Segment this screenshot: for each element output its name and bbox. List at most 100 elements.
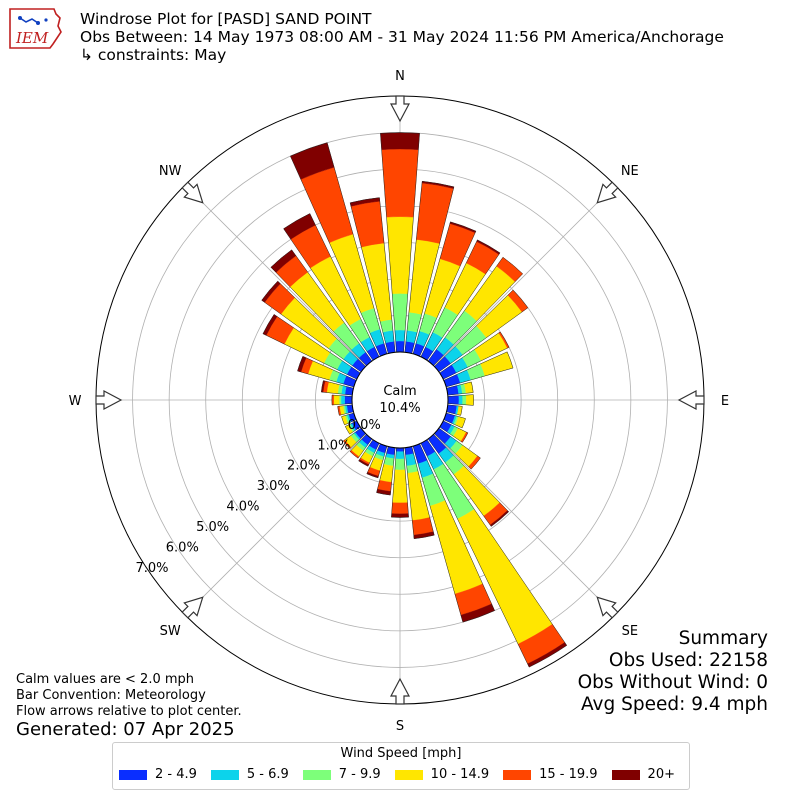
wind-bar-segment	[380, 132, 420, 150]
legend-label: 7 - 9.9	[338, 767, 381, 782]
radial-tick-labels: 0.0% 1.0% 2.0% 3.0% 4.0% 5.0% 6.0% 7.0%	[135, 418, 380, 576]
legend-label: 10 - 14.9	[430, 767, 490, 782]
legend-title: Wind Speed [mph]	[340, 746, 462, 761]
chart-title: Windrose Plot for [PASD] SAND POINT	[80, 10, 372, 28]
compass-arrows: N NE E SE S SW W NW	[69, 69, 730, 734]
compass-arrow-shape	[677, 390, 705, 410]
summary-block: Summary Obs Used: 22158 Obs Without Wind…	[578, 628, 768, 716]
legend-swatch	[302, 769, 331, 780]
legend-item: 5 - 6.9	[210, 767, 289, 782]
grid-spoke	[184, 184, 367, 367]
grid-spoke	[184, 433, 367, 616]
compass-arrow	[390, 677, 410, 705]
compass-arrow	[181, 596, 204, 619]
compass-arrow-shape	[95, 390, 123, 410]
calm-label: Calm	[383, 384, 416, 399]
wind-bar-segment	[391, 502, 409, 514]
legend-item: 15 - 19.9	[503, 767, 598, 782]
radial-tick-label: 5.0%	[196, 520, 229, 535]
wind-bar-segment	[462, 394, 467, 406]
wind-bar-segment	[326, 381, 340, 394]
legend-item: 2 - 4.9	[119, 767, 197, 782]
wind-bar-segment	[394, 458, 406, 471]
wind-bar-segment	[382, 330, 395, 344]
radial-tick-label: 1.0%	[317, 438, 350, 453]
generated-date: Generated: 07 Apr 2025	[16, 719, 235, 740]
compass-arrow	[677, 390, 705, 410]
radial-tick-label: 4.0%	[226, 500, 259, 515]
compass-arrow-shape	[596, 181, 619, 204]
iem-logo: IEM	[9, 8, 62, 49]
radial-tick-label: 0.0%	[348, 418, 381, 433]
convention-note: Bar Convention: Meteorology	[16, 688, 206, 703]
wind-bar-segment	[394, 329, 406, 342]
logo-text: IEM	[15, 29, 49, 47]
legend-swatch	[503, 769, 532, 780]
calm-value: 10.4%	[379, 401, 420, 416]
compass-label: NE	[621, 164, 639, 179]
legend-swatch	[394, 769, 423, 780]
grid-spoke	[433, 433, 616, 616]
wind-bar-segment	[465, 394, 474, 406]
summary-title: Summary	[678, 628, 768, 649]
compass-arrow	[596, 596, 619, 619]
wind-bar-segment	[340, 395, 345, 405]
wind-bar-segment	[395, 340, 405, 353]
wind-bar-segment	[344, 395, 353, 405]
flow-note: Flow arrows relative to plot center.	[16, 704, 242, 719]
wind-bar-segment	[391, 513, 409, 518]
compass-arrow-shape	[181, 596, 204, 619]
radial-tick-label: 6.0%	[166, 541, 199, 556]
legend-label: 5 - 6.9	[246, 767, 289, 782]
constraints-text: ↳ constraints: May	[80, 46, 227, 64]
wind-bar-segment	[379, 319, 394, 333]
wind-bar-segment	[458, 395, 463, 405]
compass-label: E	[721, 394, 729, 409]
compass-arrow-shape	[181, 181, 204, 204]
compass-arrow	[390, 95, 410, 123]
legend: Wind Speed [mph] 2 - 4.9 5 - 6.9 7 - 9.9 10…	[112, 742, 690, 790]
wind-bar-segment	[405, 330, 418, 344]
wind-bar-segment	[350, 201, 385, 248]
compass-arrow-shape	[596, 596, 619, 619]
compass-label: NW	[159, 164, 182, 179]
wind-bar-segment	[395, 451, 405, 460]
compass-label: SE	[622, 624, 638, 639]
legend-swatch	[119, 769, 147, 780]
radial-tick-label: 2.0%	[287, 459, 320, 474]
wind-bar-segment	[447, 395, 460, 405]
legend-items: 2 - 4.9 5 - 6.9 7 - 9.9 10 - 14.9 15 - 19.9 2…	[119, 767, 689, 782]
wind-bar-segment	[446, 385, 459, 396]
avg-speed: Avg Speed: 9.4 mph	[580, 694, 768, 715]
legend-swatch	[611, 769, 640, 780]
wind-bar-segment	[333, 394, 340, 406]
wind-bar-segment	[339, 395, 342, 405]
obs-without-wind: Obs Without Wind: 0	[577, 672, 768, 693]
radial-tick-label: 7.0%	[135, 561, 168, 576]
legend-label: 15 - 19.9	[539, 767, 598, 782]
calm-circle	[351, 351, 449, 449]
wind-bar-segment	[404, 341, 415, 354]
wind-bar-segment	[386, 216, 414, 294]
obs-between: Obs Between: 14 May 1973 08:00 AM - 31 M…	[80, 28, 724, 46]
compass-label: SW	[160, 624, 181, 639]
compass-arrow	[596, 181, 619, 204]
obs-used: Obs Used: 22158	[608, 650, 768, 671]
compass-label: S	[396, 719, 404, 734]
notes-block: Calm values are < 2.0 mph Bar Convention…	[16, 672, 242, 720]
wind-bar-segment	[381, 148, 419, 218]
compass-label: W	[69, 394, 82, 409]
legend-label: 20+	[647, 767, 675, 782]
calm-note: Calm values are < 2.0 mph	[16, 672, 195, 687]
legend-item: 10 - 14.9	[394, 767, 490, 782]
compass-label: N	[395, 69, 405, 84]
legend-item: 7 - 9.9	[302, 767, 381, 782]
grid-spoke	[433, 184, 616, 367]
legend-item: 20+	[611, 767, 675, 782]
wind-bar-segment	[379, 464, 394, 483]
compass-arrow-shape	[390, 95, 410, 123]
radial-tick-label: 3.0%	[257, 479, 290, 494]
legend-swatch	[210, 769, 239, 780]
